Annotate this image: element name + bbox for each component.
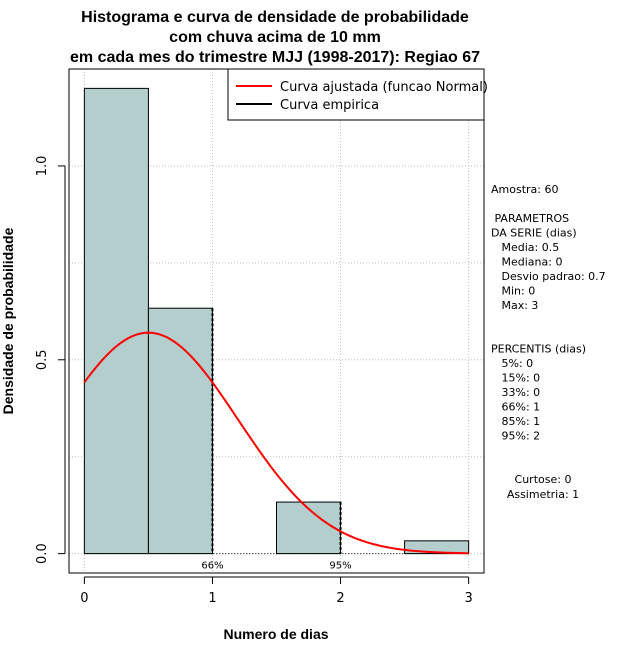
histogram-bar-1 [147,307,213,555]
x-axis-title: Numero de dias [223,626,328,642]
title-line-2: com chuva acima de 10 mm [169,29,381,46]
side-panel-line-3: DA SERIE (dias) [491,227,577,240]
side-panel-line-6: Desvio padrao: 0.7 [491,270,606,283]
legend-box [227,68,485,121]
histogram-bars [83,87,470,555]
side-panel-line-4: Media: 0.5 [491,241,559,254]
percentile-marker-label-0: 66% [201,561,223,572]
side-panel-line-8: Max: 3 [491,299,538,312]
y-axis-title: Densidade de probabilidade [0,227,16,414]
x-axis: 0 1 2 3 [80,576,473,606]
percentile-markers: 66% 95% [201,308,352,572]
side-panel-line-2: PARAMETROS [491,212,569,225]
side-panel-stat-1: Assimetria: 1 [507,488,579,501]
title-line-3: em cada mes do trimestre MJJ (1998-2017)… [70,49,480,66]
x-tick-label-1: 1 [208,591,216,606]
normal-curve-line [83,331,469,555]
side-panel-line-15: 66%: 1 [491,401,540,414]
side-panel-stat-0: Curtose: 0 [515,473,572,486]
y-tick-label-2: 1.0 [35,156,50,177]
histogram-bar-0 [83,87,149,555]
percentile-marker-label-1: 95% [329,561,351,572]
density-curve [83,331,469,555]
side-panel-line-14: 33%: 0 [491,386,540,399]
x-tick-label-3: 3 [464,591,472,606]
x-tick-label-2: 2 [336,591,344,606]
chart-title: Histograma e curva de densidade de proba… [70,9,480,66]
y-axis: 0.0 0.5 1.0 [35,156,66,564]
title-line-1: Histograma e curva de densidade de proba… [81,9,469,26]
y-tick-label-1: 0.5 [35,349,50,370]
side-panel-line-13: 15%: 0 [491,372,540,385]
side-panel-line-16: 85%: 1 [491,415,540,428]
legend-label-normal: Curva ajustada (funcao Normal) [280,80,488,95]
x-tick-label-0: 0 [80,591,88,606]
side-panel-line-11: PERCENTIS (dias) [491,343,586,356]
legend: Curva ajustada (funcao Normal) Curva emp… [227,68,488,121]
side-panel-line-0: Amostra: 60 [491,183,558,196]
side-panel-line-5: Mediana: 0 [491,256,562,269]
legend-label-empirical: Curva empirica [280,98,379,113]
side-panel-line-7: Min: 0 [491,285,535,298]
y-tick-label-0: 0.0 [35,543,50,564]
side-statistics-panel: Amostra: 60 PARAMETROS DA SERIE (dias) Me… [491,183,606,501]
side-panel-line-17: 95%: 2 [491,430,540,443]
side-panel-line-12: 5%: 0 [491,357,533,370]
